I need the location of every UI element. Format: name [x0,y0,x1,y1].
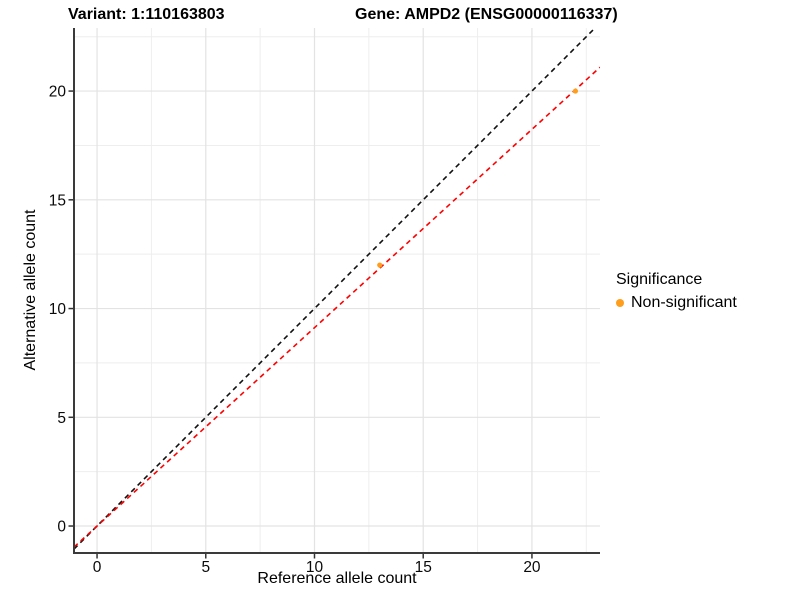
x-tick-label: 5 [201,559,210,576]
y-tick-label: 20 [49,84,67,101]
legend-item-label: Non-significant [631,294,737,311]
x-tick-label: 10 [306,559,324,576]
data-point [572,88,579,94]
abline-group [74,28,600,550]
y-tick-label: 0 [57,519,66,536]
y-tick-label: 15 [49,192,66,209]
x-tick-label: 15 [415,559,432,576]
x-axis-title: Reference allele count [257,570,417,587]
gene-title: Gene: AMPD2 (ENSG00000116337) [355,6,618,23]
y-tick-label: 5 [57,410,66,427]
y-axis-title: Alternative allele count [22,209,39,371]
legend-title: Significance [616,271,703,288]
legend-point-icon [616,299,624,307]
legend-item: Non-significant [616,294,737,312]
ticks: 0 5 10 15 20 0 5 10 15 20 [49,84,541,576]
identity-line [74,28,597,550]
x-tick-label: 20 [523,559,541,576]
y-tick-label: 10 [49,301,67,318]
legend: Significance Non-significant [616,271,737,312]
grid [74,28,600,553]
variant-title: Variant: 1:110163803 [68,6,225,23]
data-point [377,262,383,268]
points-group [377,88,579,268]
x-tick-label: 0 [93,559,102,576]
fit-line [74,66,600,548]
